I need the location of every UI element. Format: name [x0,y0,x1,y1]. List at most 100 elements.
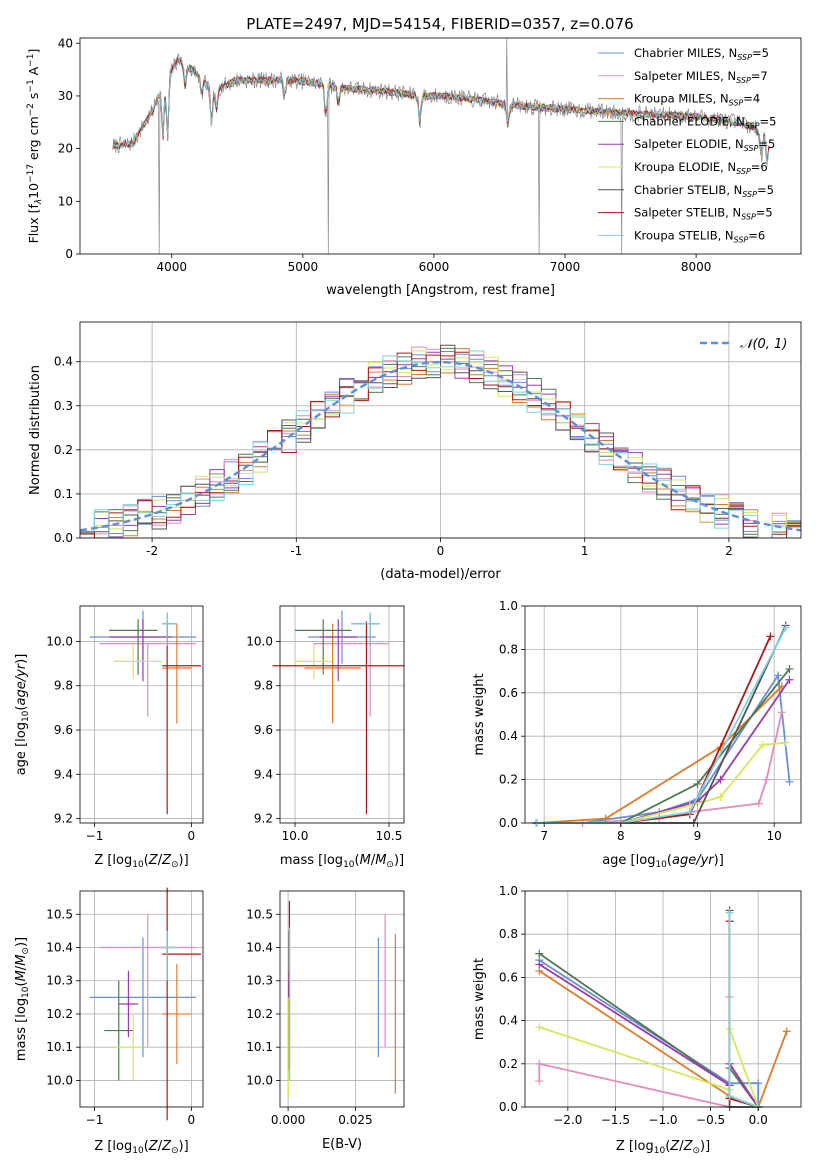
y-tick-label: 10.5 [246,907,273,921]
model-spectrum-line [112,56,770,165]
y-tick-label: 0.8 [499,927,518,941]
plus-marker [754,1079,763,1088]
plus-marker [758,740,767,749]
plus-marker [785,675,794,684]
legend-label: Chabrier ELODIE, NSSP=5 [634,114,776,130]
y-tick-label: 9.4 [54,767,73,781]
axes-frame [79,321,802,539]
legend-label: Salpeter MILES, NSSP=7 [634,69,768,85]
x-axis-label: Z [log10(Z/Z⊙)] [616,1139,710,1156]
x-tick-label: -1 [290,544,302,558]
y-tick-label: 10.0 [246,634,273,648]
axes-frame [79,37,802,255]
y-tick-label: 10.0 [246,1073,273,1087]
plus-marker [535,1023,544,1032]
spectrum-legend: Chabrier MILES, NSSP=5 Salpeter MILES, NS… [598,46,776,244]
legend-label: Chabrier STELIB, NSSP=5 [634,183,774,199]
plus-marker [725,1092,734,1101]
x-tick-label: 2 [725,544,733,558]
y-tick-label: 9.2 [54,812,73,826]
x-tick-label: 0.025 [338,1113,372,1127]
y-tick-label: 10.0 [46,1073,73,1087]
mass-weight-line [728,921,759,1108]
x-axis-label: E(B-V) [322,1137,362,1152]
panel-age-vs-mass: 10.0 10.5 9.2 9.4 9.6 9.8 10.0 mass [log10(M/M⊙… [246,605,405,870]
panel-mass-vs-ebv: 0.000 0.025 10.0 10.1 10.2 10.3 10.4 10.5 E(B-V) [246,890,405,1152]
mass-weight-line [536,625,787,824]
figure-title: PLATE=2497, MJD=54154, FIBERID=0357, z=0… [246,15,633,33]
y-tick-label: 10.2 [246,1007,273,1021]
panel-mass-weight-vs-age: 7 8 9 10 0.0 0.2 0.4 0.6 0.8 1.0 age [log10(age/yr… [472,599,802,870]
y-tick-label: 0 [65,247,73,261]
y-tick-label: 0.8 [499,642,518,656]
plus-marker [754,799,763,808]
plus-marker [782,1027,791,1036]
y-tick-label: 0.0 [499,1100,518,1114]
legend-label: Kroupa ELODIE, NSSP=6 [634,160,768,176]
plus-marker [535,1077,544,1086]
observed-spectrum-line [112,38,770,254]
residual-histogram [80,344,801,538]
plot-area [89,887,202,1121]
plus-marker [725,908,734,917]
x-tick-label: 0.0 [749,1113,768,1127]
x-tick-label: -2 [146,544,158,558]
plus-marker [766,632,775,641]
y-tick-label: 30 [58,89,73,103]
x-axis-label: age [log10(age/yr)] [602,853,724,870]
y-tick-label: 0.1 [54,487,73,501]
axes-frame [524,890,802,1108]
mass-weight-line [538,959,760,1107]
x-tick-label: 6000 [419,260,450,274]
y-tick-label: 0.2 [499,773,518,787]
y-axis-label: mass [log10(M/M⊙)] [14,937,31,1061]
mass-weight-line [536,627,787,824]
axes-frame [524,605,802,824]
residual-histogram [80,350,801,538]
x-tick-label: 8 [617,829,625,843]
x-tick-label: 4000 [156,260,187,274]
mass-weight-line [538,952,759,1108]
panel-mass-weight-vs-Z: −2.0 −1.5 −1.0 −0.5 0.0 0.0 0.2 0.4 0.6 0.8 1.0 Z [… [472,884,802,1156]
panel-age-vs-Z: −1 0 9.2 9.4 9.6 9.8 10.0 Z [log10(Z/Z⊙)] age [l… [14,605,204,870]
y-tick-label: 10.3 [46,974,73,988]
x-tick-label: 7 [540,829,548,843]
y-tick-label: 0.4 [499,729,518,743]
panel-mass-vs-Z: −1 0 10.0 10.1 10.2 10.3 10.4 10.5 Z [log10(Z/Z⊙… [14,887,204,1156]
plus-marker [535,949,544,958]
plus-marker [781,623,790,632]
legend-label: 𝒩(0, 1) [740,337,787,352]
legend-label: Salpeter ELODIE, NSSP=5 [634,137,775,153]
model-spectrum-line [112,58,770,162]
plus-marker [535,960,544,969]
y-axis-label: mass weight [472,958,487,1040]
plus-marker [785,664,794,673]
y-tick-label: 1.0 [499,599,518,613]
y-tick-label: 9.2 [254,812,273,826]
y-tick-label: 10.5 [46,907,73,921]
y-tick-label: 0.2 [499,1057,518,1071]
plus-marker [601,814,610,823]
plot-area [112,38,770,254]
x-axis-label: Z [log10(Z/Z⊙)] [94,1139,188,1156]
x-tick-label: −2.0 [553,1113,582,1127]
x-tick-label: 7000 [550,260,581,274]
plus-marker [716,775,725,784]
plus-marker [693,779,702,788]
plus-marker [762,775,771,784]
x-axis-label: mass [log10(M/M⊙)] [280,853,404,870]
mass-weight-line [536,636,772,824]
y-tick-label: 0.0 [54,531,73,545]
x-axis-label: Z [log10(Z/Z⊙)] [94,853,188,870]
panel-residuals: -2 -1 0 1 2 0.0 0.1 0.2 0.3 0.4 𝒩(0, 1) (data-model… [28,321,802,582]
y-tick-label: 10.4 [46,940,73,954]
x-tick-label: 0 [188,1113,196,1127]
x-tick-label: −1.0 [648,1113,677,1127]
legend-label: Chabrier MILES, NSSP=5 [634,46,769,62]
mass-weight-line [539,1026,760,1108]
x-axis-label: wavelength [Angstrom, rest frame] [326,283,555,298]
y-tick-label: 0.3 [54,399,73,413]
axes-frame [279,890,405,1108]
x-tick-label: 10.5 [376,829,403,843]
plus-marker [774,671,782,680]
